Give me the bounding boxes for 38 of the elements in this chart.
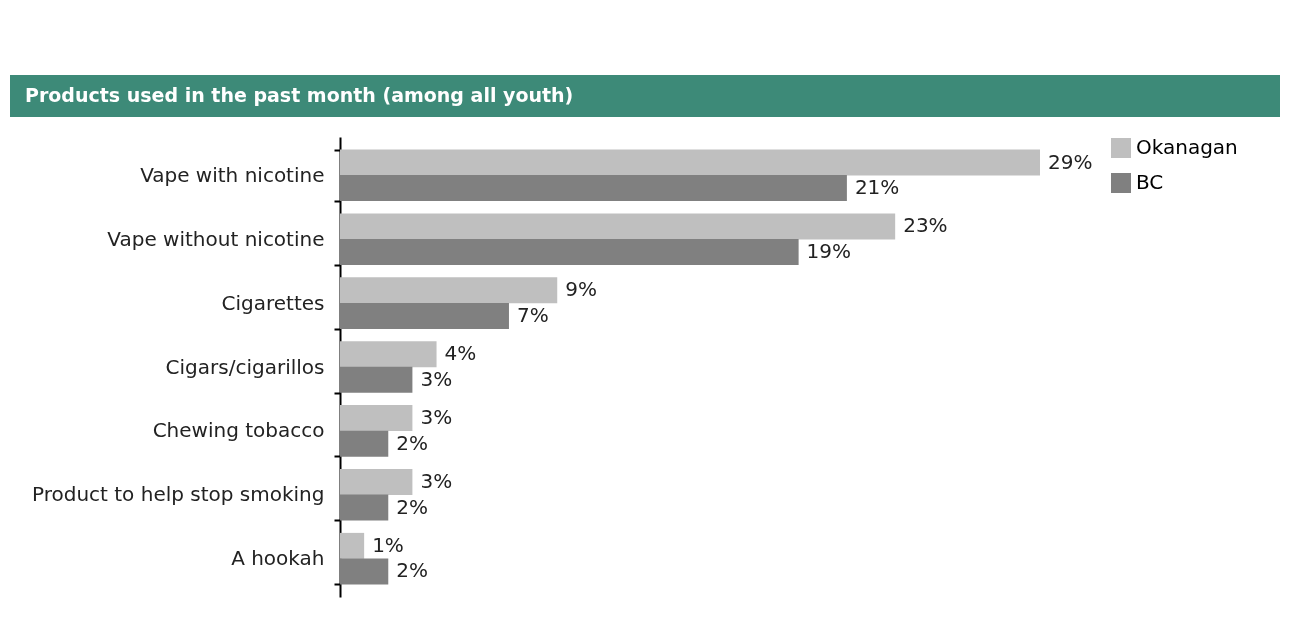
bar: [340, 469, 413, 495]
legend-label: BC: [1136, 170, 1164, 194]
y-tick-label: Chewing tobacco: [152, 418, 325, 443]
bar: [340, 277, 558, 304]
bar: [340, 558, 389, 585]
bar: [340, 430, 389, 457]
data-label: 2%: [396, 558, 429, 583]
y-tick-label: Vape with nicotine: [140, 162, 325, 187]
bar: [340, 494, 389, 521]
data-label: 21%: [854, 175, 900, 200]
bar: [340, 239, 799, 265]
data-label: 2%: [396, 494, 429, 519]
data-label: 9%: [565, 277, 597, 302]
data-label: 23%: [903, 213, 948, 238]
y-tick-label: Vape without nicotine: [107, 226, 325, 251]
chart-title: Products used in the past month (among all youth): [25, 84, 574, 106]
data-label: 3%: [420, 469, 453, 493]
data-label: 19%: [806, 239, 852, 263]
bar: [340, 302, 509, 329]
bar: [340, 341, 437, 368]
bar: [340, 213, 896, 240]
bar: [340, 532, 365, 559]
legend-label: Okanagan: [1136, 135, 1238, 159]
data-label: 29%: [1048, 149, 1093, 174]
bar: [340, 149, 1040, 176]
bar: [340, 175, 847, 202]
y-tick-label: Product to help stop smoking: [31, 482, 325, 507]
data-label: 7%: [516, 302, 549, 327]
data-label: 1%: [372, 532, 404, 557]
y-tick-label: Cigarettes: [221, 290, 325, 315]
y-tick-label: A hookah: [231, 546, 325, 571]
bar: [340, 366, 413, 393]
y-tick-label: Cigars/cigarillos: [165, 354, 325, 379]
data-label: 3%: [420, 405, 453, 430]
data-label: 2%: [396, 430, 429, 455]
data-label: 4%: [444, 341, 477, 366]
bar: [340, 405, 413, 432]
data-label: 3%: [420, 366, 453, 391]
